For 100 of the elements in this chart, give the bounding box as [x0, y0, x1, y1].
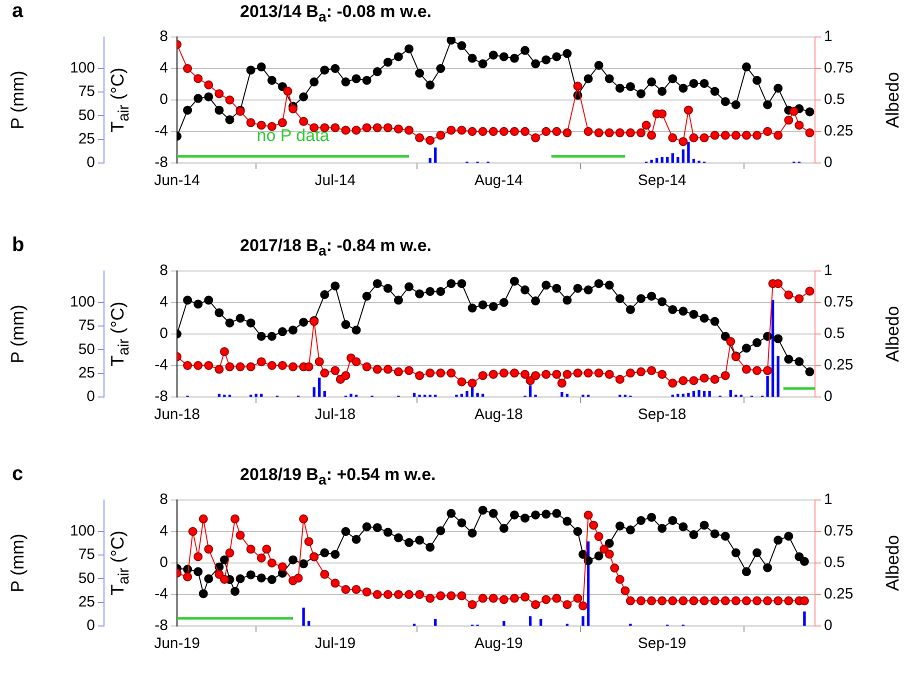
y-tick-label: -4	[154, 122, 168, 140]
y-tick-label: -8	[154, 617, 168, 634]
y2-axis-title: Albedo	[882, 72, 904, 128]
x-tick-label: Aug-18	[474, 406, 523, 424]
y2-tick-label: 0.5	[824, 554, 845, 572]
y-tick-label: -4	[154, 586, 168, 603]
y3-tick-label: 0	[86, 617, 95, 634]
bar	[676, 156, 680, 163]
bar	[560, 392, 564, 397]
y2-tick-label: 0.5	[824, 325, 845, 342]
x-tick-label: Jun-14	[154, 172, 200, 190]
x-tick-label: Sep-14	[638, 172, 686, 190]
bar	[307, 620, 310, 626]
bar	[687, 392, 690, 397]
y-tick-label: 4	[160, 294, 168, 311]
bar	[312, 387, 316, 397]
y-tick-label: 8	[160, 262, 168, 280]
bar	[771, 300, 774, 397]
y3-tick-label: 100	[70, 59, 95, 76]
bar	[481, 394, 484, 397]
bar	[460, 394, 464, 397]
y3-tick-label: 25	[78, 130, 95, 148]
x-tick-label: Jul-19	[314, 635, 356, 652]
bar	[682, 394, 685, 397]
y3-axis-title: P (mm)	[8, 70, 28, 130]
bar	[692, 390, 696, 397]
bar	[682, 149, 685, 163]
y2-tick-label: 0	[824, 617, 832, 634]
x-tick-label: Jun-19	[154, 635, 200, 652]
y2-tick-label: 1	[824, 28, 832, 46]
y-tick-label: 4	[160, 60, 168, 77]
bar	[218, 394, 221, 397]
y-tick-label: 8	[160, 28, 168, 46]
bar	[528, 616, 532, 626]
y2-tick-label: 0.75	[824, 60, 854, 77]
y2-tick-label: 0.75	[824, 522, 854, 540]
bar	[466, 390, 468, 397]
y3-tick-label: 100	[70, 293, 95, 310]
bar	[476, 392, 479, 397]
y-tick-label: 8	[160, 491, 168, 508]
y3-tick-label: 25	[78, 364, 95, 382]
chart-title: 2013/14 B$_{a}$: -0.08 m w.e.	[240, 2, 432, 26]
y-tick-label: 0	[160, 325, 168, 342]
bar	[539, 619, 542, 626]
y2-tick-label: 0	[824, 154, 832, 172]
chart-title: 2017/18 B$_{a}$: -0.84 m w.e.	[240, 236, 432, 260]
x-tick-label: Sep-19	[638, 635, 686, 652]
y3-axis-title: P (mm)	[8, 534, 28, 592]
x-tick-label: Jul-14	[314, 172, 356, 190]
bar	[650, 160, 653, 163]
y2-tick-label: 0.75	[824, 294, 854, 311]
bar	[350, 394, 352, 397]
text: a	[12, 0, 24, 23]
y-tick-label: -8	[154, 154, 168, 172]
bar	[302, 608, 305, 626]
bar	[660, 156, 664, 163]
bar	[434, 148, 437, 163]
y-tick-label: 0	[160, 91, 168, 108]
bar	[776, 356, 780, 397]
y2-tick-label: 0.25	[824, 356, 854, 374]
bar	[254, 394, 258, 397]
y2-tick-label: 0	[824, 388, 832, 406]
y2-tick-label: 1	[824, 491, 832, 508]
bar	[702, 390, 706, 397]
bar	[323, 390, 326, 397]
bar	[655, 158, 658, 163]
y-tick-label: -4	[154, 356, 168, 374]
bar	[582, 616, 584, 626]
y2-axis-title: Albedo	[882, 306, 904, 362]
x-tick-label: Jun-18	[154, 406, 200, 424]
y3-axis-title: P (mm)	[8, 304, 28, 364]
y3-tick-label: 100	[70, 522, 95, 540]
bar	[566, 394, 569, 397]
bar	[671, 153, 674, 163]
x-tick-label: Aug-19	[474, 635, 523, 652]
y3-tick-label: 0	[86, 154, 95, 172]
y3-tick-label: 75	[78, 317, 95, 334]
y3-tick-label: 50	[78, 340, 95, 358]
y-tick-label: 4	[160, 522, 168, 540]
y3-tick-label: 75	[78, 83, 95, 100]
bar	[434, 619, 437, 626]
y2-axis-title: Albedo	[882, 534, 904, 592]
y3-tick-label: 50	[78, 106, 95, 124]
y2-tick-label: 0.25	[824, 586, 854, 603]
bar	[687, 142, 690, 163]
x-tick-label: Jul-18	[314, 406, 356, 424]
y2-tick-label: 1	[824, 262, 832, 280]
text: b	[12, 234, 24, 257]
x-tick-label: Sep-18	[638, 406, 686, 424]
annotation: no P data	[256, 126, 330, 146]
bar	[698, 390, 700, 397]
bar	[729, 390, 732, 397]
bar	[708, 390, 711, 397]
x-tick-label: Aug-14	[474, 172, 523, 190]
bar	[412, 392, 416, 397]
chart-title: 2018/19 B$_{a}$: +0.54 m w.e.	[240, 465, 436, 488]
y3-tick-label: 25	[78, 593, 95, 610]
text: c	[12, 463, 24, 486]
y3-tick-label: 75	[78, 546, 95, 564]
bar	[676, 394, 680, 397]
